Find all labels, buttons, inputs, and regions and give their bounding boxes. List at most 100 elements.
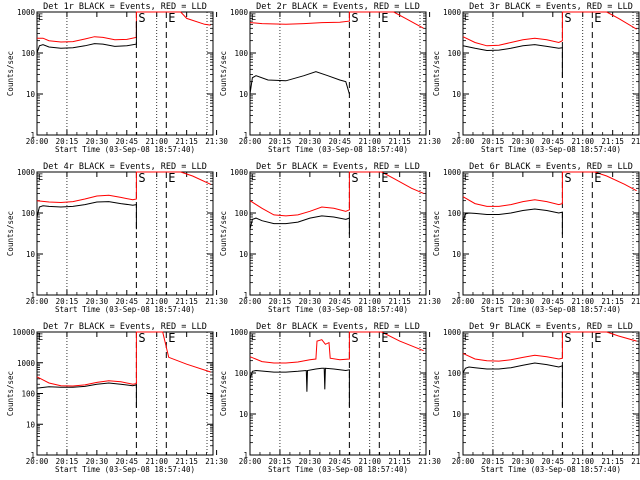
y-tick-label: 10	[239, 250, 249, 259]
x-tick-label: 21:00	[145, 137, 168, 146]
chart-title: Det 2r BLACK = Events, RED = LLD	[256, 2, 420, 12]
series-line	[462, 44, 563, 78]
x-axis-label: Start Time (03-Sep-08 18:57:40)	[268, 305, 408, 314]
x-tick-label: 20:30	[86, 457, 109, 466]
y-tick-label: 1000	[17, 8, 36, 17]
start-marker-label: S	[138, 11, 145, 25]
chart-panel: Det 9r BLACK = Events, RED = LLD 1 10 100 10…	[432, 322, 640, 474]
y-tick-label: 1	[243, 451, 248, 460]
corner-marker-label: E	[464, 333, 469, 343]
x-tick-label: 21:15	[175, 457, 198, 466]
corner-marker-label: E	[251, 13, 256, 23]
plot-frame	[249, 171, 427, 296]
end-marker-label: E	[594, 331, 601, 345]
x-tick-label: 20:00	[26, 137, 49, 146]
x-tick-label: 20:15	[269, 137, 292, 146]
y-tick-label: 100	[21, 390, 35, 399]
chart-panel: Det 2r BLACK = Events, RED = LLD 1 10 100 10…	[219, 2, 441, 154]
y-axis-label: Counts/sec	[432, 211, 441, 256]
chart-panel: Det 6r BLACK = Events, RED = LLD 1 10 100 10…	[432, 162, 640, 314]
x-tick-label: 21:00	[358, 457, 381, 466]
y-tick-label: 1000	[443, 168, 462, 177]
chart-panel: Det 1r BLACK = Events, RED = LLD 1 10 100 10…	[6, 2, 228, 154]
x-tick-label: 21:15	[175, 297, 198, 306]
start-marker-label: S	[564, 171, 571, 185]
chart-panel: Det 4r BLACK = Events, RED = LLD 1 10 100 10…	[6, 162, 228, 314]
x-tick-label: 20:45	[116, 457, 139, 466]
x-tick-label: 21:00	[571, 137, 594, 146]
plot-frame	[249, 331, 427, 456]
plot-frame	[36, 11, 214, 136]
chart-title: Det 9r BLACK = Events, RED = LLD	[469, 322, 633, 332]
corner-marker-label: E	[38, 333, 43, 343]
y-tick-label: 100	[21, 209, 35, 218]
y-tick-label: 10	[26, 420, 36, 429]
start-marker-label: S	[138, 171, 145, 185]
plot-frame	[462, 331, 640, 456]
series-line	[462, 331, 637, 362]
y-tick-label: 100	[447, 369, 461, 378]
y-tick-label: 10000	[12, 328, 35, 337]
x-tick-label: 21:15	[601, 457, 624, 466]
end-marker-label: E	[381, 11, 388, 25]
series-line	[249, 171, 424, 217]
x-tick-label: 20:00	[26, 297, 49, 306]
y-axis-label: Counts/sec	[6, 371, 15, 416]
x-axis-label: Start Time (03-Sep-08 18:57:40)	[268, 145, 408, 154]
end-marker-label: E	[381, 171, 388, 185]
series-line	[249, 331, 424, 364]
y-tick-label: 10	[452, 410, 462, 419]
x-tick-label: 21:00	[145, 297, 168, 306]
x-tick-label: 20:15	[56, 457, 79, 466]
x-tick-label: 21:30	[205, 457, 228, 466]
y-axis-label: Counts/sec	[219, 211, 228, 256]
series-line	[462, 11, 637, 47]
start-marker-label: S	[351, 11, 358, 25]
x-tick-label: 21:30	[418, 297, 441, 306]
x-tick-label: 21:15	[388, 457, 411, 466]
x-tick-label: 21:30	[631, 457, 640, 466]
y-tick-label: 1000	[230, 8, 249, 17]
x-tick-label: 20:00	[239, 137, 262, 146]
x-axis-label: Start Time (03-Sep-08 18:57:40)	[268, 465, 408, 474]
y-tick-label: 100	[21, 49, 35, 58]
x-tick-label: 20:00	[239, 457, 262, 466]
x-tick-label: 21:30	[631, 137, 640, 146]
x-tick-label: 21:15	[601, 297, 624, 306]
x-tick-label: 20:30	[512, 457, 535, 466]
x-tick-label: 20:00	[26, 457, 49, 466]
y-tick-label: 10	[452, 90, 462, 99]
x-tick-label: 21:15	[388, 297, 411, 306]
y-tick-label: 1	[30, 291, 35, 300]
x-tick-label: 20:45	[542, 297, 565, 306]
x-tick-label: 21:00	[571, 457, 594, 466]
chart-title: Det 8r BLACK = Events, RED = LLD	[256, 322, 420, 332]
y-tick-label: 100	[234, 209, 248, 218]
y-axis-label: Counts/sec	[432, 371, 441, 416]
x-tick-label: 21:30	[418, 457, 441, 466]
corner-marker-label: E	[464, 173, 469, 183]
x-tick-label: 20:45	[329, 457, 352, 466]
x-tick-label: 21:00	[145, 457, 168, 466]
x-tick-label: 20:00	[452, 297, 475, 306]
x-tick-label: 20:15	[56, 137, 79, 146]
y-tick-label: 1	[30, 451, 35, 460]
x-axis-label: Start Time (03-Sep-08 18:57:40)	[55, 305, 195, 314]
corner-marker-label: E	[251, 173, 256, 183]
series-line	[36, 21, 137, 54]
y-tick-label: 1	[243, 291, 248, 300]
x-tick-label: 20:15	[482, 297, 505, 306]
plot-frame	[36, 171, 214, 296]
x-tick-label: 20:00	[452, 457, 475, 466]
y-tick-label: 10	[452, 250, 462, 259]
start-marker-label: S	[564, 11, 571, 25]
y-tick-label: 1	[30, 131, 35, 140]
series-line	[36, 331, 211, 387]
x-tick-label: 20:30	[299, 457, 322, 466]
series-line	[462, 208, 563, 235]
x-tick-label: 20:45	[116, 297, 139, 306]
y-tick-label: 1	[456, 131, 461, 140]
corner-marker-label: E	[38, 13, 43, 23]
x-tick-label: 20:15	[482, 457, 505, 466]
x-axis-label: Start Time (03-Sep-08 18:57:40)	[55, 465, 195, 474]
